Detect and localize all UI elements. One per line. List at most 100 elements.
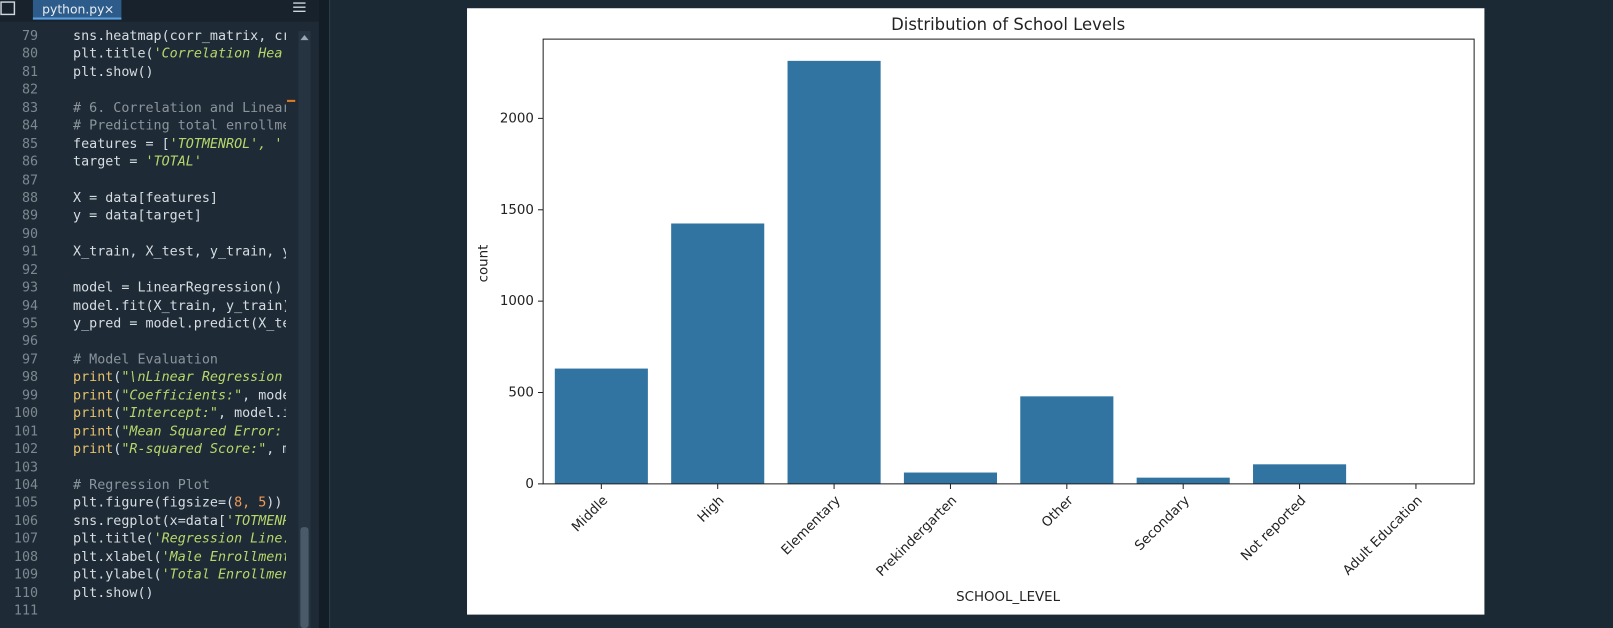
line-number: 107: [13, 531, 39, 547]
code-line: 94 model.fit(X_train, y_train): [0, 297, 286, 315]
file-tab[interactable]: python.py ×: [32, 0, 122, 20]
line-number: 102: [13, 441, 39, 458]
code-token: plt.show(): [73, 585, 154, 601]
code-text: target = 'TOTAL': [73, 153, 286, 171]
code-line: 109 plt.ylabel('Total Enrollmen: [0, 566, 286, 584]
line-number: 105: [13, 495, 39, 512]
line-number: 96: [21, 334, 39, 350]
code-token: print: [73, 405, 114, 422]
tab-bar: python.py ×: [0, 0, 319, 22]
line-number: 87: [21, 172, 39, 188]
code-line: 90: [0, 225, 286, 243]
code-token: target =: [73, 154, 146, 170]
code-text: # Model Evaluation: [73, 351, 286, 369]
bar: [554, 368, 648, 484]
code-text: plt.title('Regression Line.: [73, 530, 286, 548]
code-token: sns.heatmap(corr_matrix, cr: [73, 28, 286, 45]
code-line: 111: [0, 602, 286, 620]
code-text: plt.show(): [73, 584, 286, 602]
code-token: "Intercept:": [121, 405, 218, 422]
code-text: print("\nLinear Regression: [73, 369, 286, 387]
y-tick-label: 1500: [500, 203, 534, 218]
scroll-thumb[interactable]: [300, 527, 309, 628]
line-number: 104: [13, 477, 39, 494]
code-text: sns.regplot(x=data['TOTMENR: [73, 512, 286, 530]
y-tick-label: 500: [508, 386, 533, 401]
code-token: "Coefficients:": [121, 387, 243, 404]
code-line: 102 print("R-squared Score:", m: [0, 441, 286, 459]
scrollbar[interactable]: [298, 30, 311, 628]
code-text: sns.heatmap(corr_matrix, cr: [73, 28, 286, 46]
code-token: print: [73, 387, 114, 404]
code-line: 91 X_train, X_test, y_train, y: [0, 243, 286, 261]
code-text: plt.title('Correlation Hea: [73, 46, 286, 64]
code-line: 89 y = data[target]: [0, 207, 286, 225]
splitter[interactable]: [318, 0, 331, 628]
code-token: y = data[target]: [73, 208, 202, 224]
code-token: 'TOTMENR: [226, 513, 286, 529]
code-text: print("R-squared Score:", m: [73, 441, 286, 459]
menu-icon[interactable]: [291, 0, 307, 14]
line-number: 80: [21, 46, 39, 63]
code-line: 84 # Predicting total enrollme: [0, 118, 286, 136]
code-line: 96: [0, 333, 286, 351]
code-token: 'TOTAL': [145, 154, 202, 170]
line-number: 79: [21, 28, 39, 45]
close-icon[interactable]: ×: [103, 2, 115, 17]
code-text: plt.xlabel('Male Enrollment: [73, 548, 286, 566]
line-number: 94: [21, 298, 39, 314]
code-line: 106 sns.regplot(x=data['TOTMENR: [0, 512, 286, 530]
chart-title: Distribution of School Levels: [891, 15, 1125, 34]
line-number: 90: [21, 226, 39, 242]
code-text: model.fit(X_train, y_train): [73, 297, 286, 315]
code-text: # 6. Correlation and Linear: [73, 100, 286, 118]
code-token: model.fit(X_train, y_train): [73, 298, 286, 314]
x-tick-label: Prekindergarten: [874, 493, 960, 579]
code-token: (: [113, 441, 122, 458]
code-text: plt.ylabel('Total Enrollmen: [73, 566, 286, 584]
code-token: plt.title(: [73, 531, 154, 547]
x-axis-label: SCHOOL_LEVEL: [956, 590, 1060, 605]
code-line: 98 print("\nLinear Regression: [0, 369, 286, 387]
bar: [903, 472, 998, 484]
code-line: 108 plt.xlabel('Male Enrollment: [0, 548, 286, 566]
line-number: 92: [21, 262, 39, 278]
scroll-up[interactable]: [299, 33, 309, 41]
line-number: 91: [21, 244, 39, 260]
line-number: 81: [21, 64, 39, 81]
code-token: )): [266, 495, 283, 512]
code-line: 104 # Regression Plot: [0, 477, 286, 495]
figure: Distribution of School Levels SCHOOL_LEV…: [467, 8, 1485, 615]
code-line: 107 plt.title('Regression Line.: [0, 530, 286, 548]
code-line: 99 print("Coefficients:", mode: [0, 387, 286, 405]
code-line: 81 plt.show(): [0, 64, 286, 82]
code-text: y = data[target]: [73, 207, 286, 225]
code-token: , m: [266, 441, 286, 458]
y-tick-label: 1000: [500, 294, 534, 309]
code-line: 103: [0, 459, 286, 477]
y-tick-label: 2000: [500, 111, 534, 126]
code-text: # Regression Plot: [73, 477, 286, 495]
plot-frame: [542, 38, 1475, 485]
line-number: 93: [21, 280, 39, 296]
code-token: (: [113, 369, 122, 386]
x-tick-label: Not reported: [1239, 493, 1310, 564]
code-token: 'Correlation Hea: [153, 46, 283, 63]
bar: [1253, 464, 1347, 484]
code-token: , mode: [242, 387, 286, 404]
code-text: X = data[features]: [73, 189, 286, 207]
code-token: (: [113, 405, 122, 422]
code-line: 101 print("Mean Squared Error:: [0, 423, 286, 441]
code-token: "Mean Squared Error:: [121, 423, 283, 440]
line-number: 106: [13, 513, 39, 529]
code-token: X = data[features]: [73, 190, 218, 206]
code-text: y_pred = model.predict(X_te: [73, 315, 286, 333]
y-axis-label: count: [476, 245, 491, 283]
code-line: 88 X = data[features]: [0, 189, 286, 207]
line-number: 86: [21, 154, 39, 170]
code-token: print: [73, 441, 114, 458]
code-text: # Predicting total enrollme: [73, 118, 286, 136]
code-token: 'TOTMENROL', ': [169, 136, 283, 152]
x-tick-label: Middle: [569, 493, 611, 535]
